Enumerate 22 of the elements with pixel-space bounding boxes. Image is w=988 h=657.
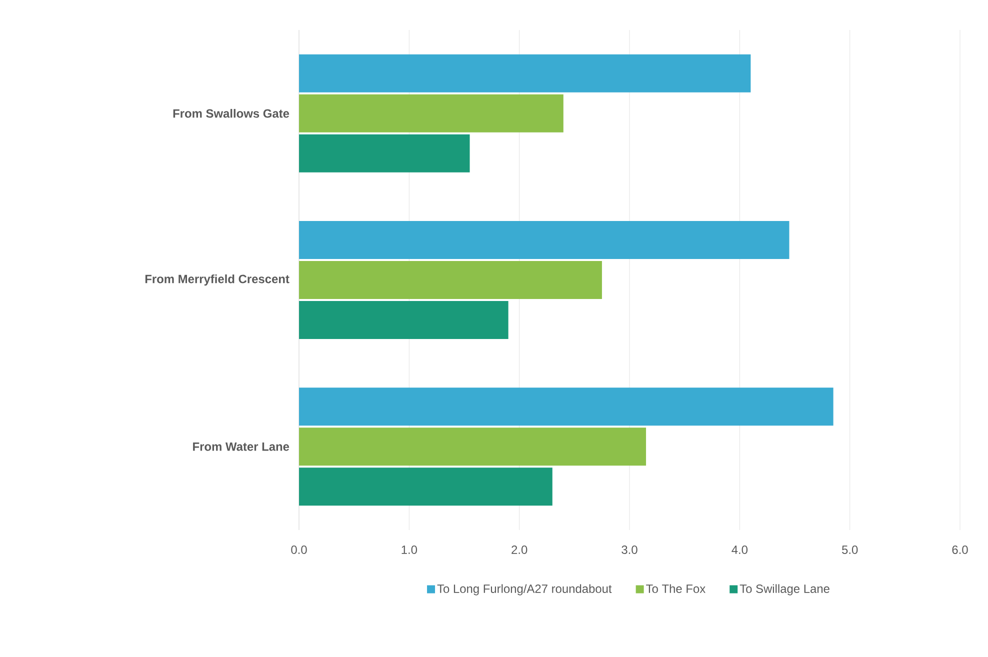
bar xyxy=(299,428,646,466)
y-tick-label: From Swallows Gate xyxy=(173,108,290,118)
bar xyxy=(299,94,564,132)
bar xyxy=(299,301,508,340)
bar xyxy=(299,221,790,260)
bar xyxy=(299,388,834,426)
x-tick-label: 6.0 xyxy=(952,546,968,554)
x-tick-label: 0.0 xyxy=(291,546,307,554)
x-tick-label: 3.0 xyxy=(622,546,638,554)
y-tick-label: From Water Lane xyxy=(193,442,290,451)
legend-label: To The Fox xyxy=(646,584,706,593)
bar xyxy=(299,468,552,506)
bar xyxy=(299,54,751,92)
bar xyxy=(299,261,602,300)
x-tick-label: 2.0 xyxy=(512,546,528,554)
y-tick-label: From Merryfield Crescent xyxy=(145,274,290,286)
x-tick-label: 1.0 xyxy=(402,546,418,554)
legend-label: To Long Furlong/A27 roundabout xyxy=(437,584,612,596)
bar xyxy=(299,134,470,172)
x-tick-label: 4.0 xyxy=(732,546,748,554)
x-tick-label: 5.0 xyxy=(842,546,858,554)
legend-label: To Swillage Lane xyxy=(740,584,830,596)
